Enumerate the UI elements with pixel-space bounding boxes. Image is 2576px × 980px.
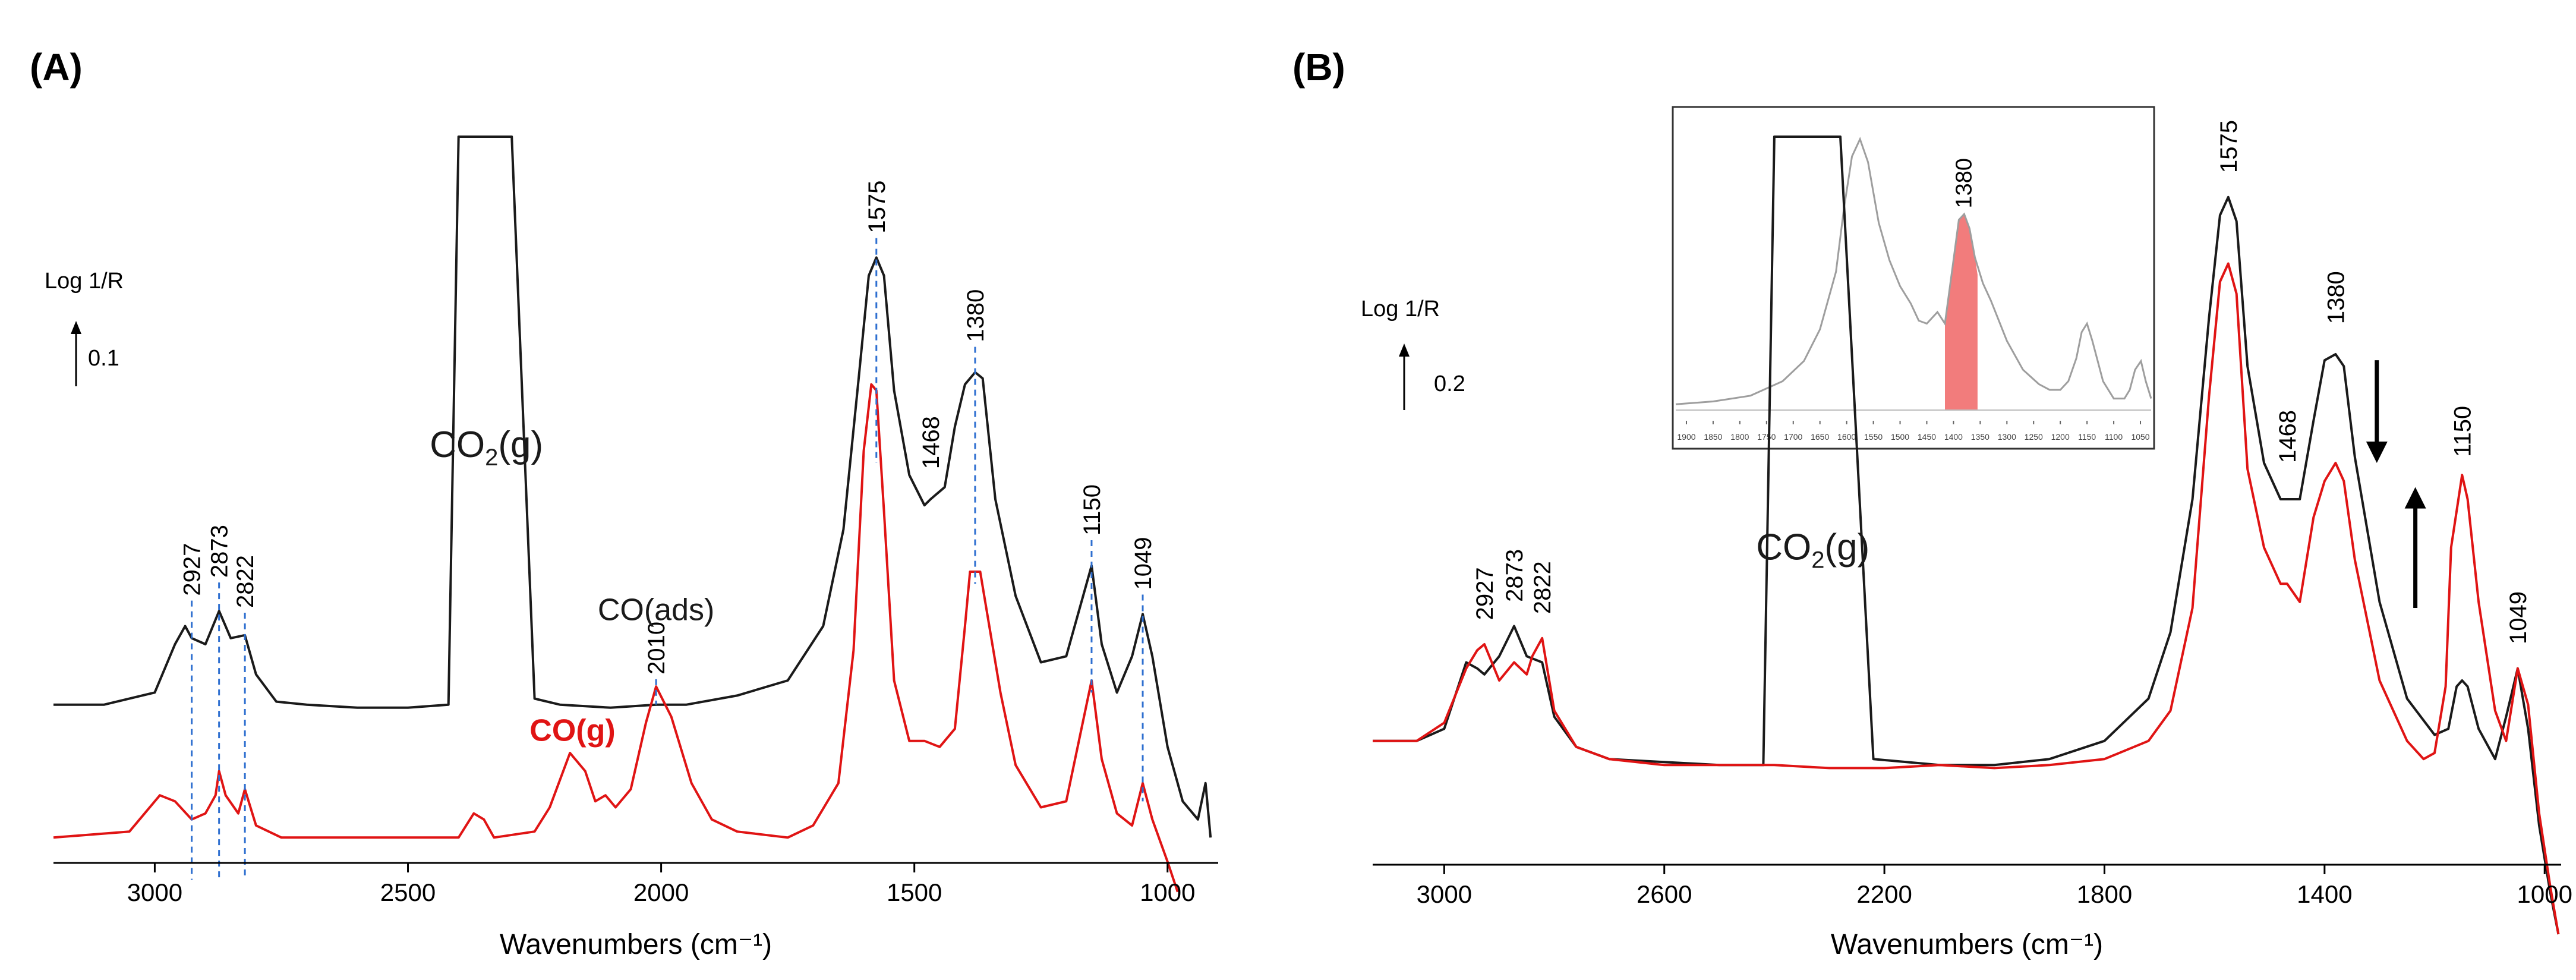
panel-b-inset-shaded-area (1945, 214, 1978, 410)
panel-a-x-tick-label-3000: 3000 (127, 878, 182, 906)
panel-b-inset-x-tick-label-1100: 1100 (2105, 432, 2123, 442)
panel-b-inset-x-tick-label-1050: 1050 (2131, 432, 2149, 442)
panel-a-series-black-line (53, 136, 1212, 838)
panel-b-label: (B) (1292, 46, 1345, 89)
panel-b-inset-x-tick-label-1350: 1350 (1971, 432, 1989, 442)
panel-a-peak-label-2010: 2010 (644, 622, 670, 675)
panel-b-x-tick-label-2200: 2200 (1856, 880, 1912, 908)
panel-a-scale-bar-label: 0.1 (88, 346, 119, 371)
panel-b-x-tick-label-1000: 1000 (2517, 880, 2572, 908)
panel-a-series-red-line (53, 383, 1179, 893)
panel-a-peak-label-1380: 1380 (963, 289, 989, 342)
panel-b-inset-x-tick-label-1600: 1600 (1837, 432, 1856, 442)
panel-b-inset-x-tick-label-1750: 1750 (1757, 432, 1776, 442)
panel-a-peak-label-2927: 2927 (179, 543, 206, 596)
panel-b-inset-frame (1672, 106, 2155, 450)
panel-a-annotation-co-ads-: CO(ads) (598, 593, 714, 627)
panel-a-x-tick-label-2000: 2000 (633, 878, 689, 906)
panel-b-peak-label-1380: 1380 (2323, 271, 2349, 324)
panel-b-inset-peak-label-1380: 1380 (1951, 158, 1976, 209)
panel-b-peak-label-1150: 1150 (2449, 406, 2476, 457)
panel-b-arrow-down-icon (2366, 442, 2388, 463)
panel-a-peak-label-1575: 1575 (864, 181, 890, 234)
panel-b-inset-x-tick-label-1850: 1850 (1704, 432, 1722, 442)
panel-b-x-axis-title: Wavenumbers (cm⁻¹) (1831, 929, 2103, 960)
panel-b-scale-arrow-icon (1399, 344, 1410, 357)
panel-a-peak-label-1468: 1468 (918, 416, 944, 469)
panel-b-inset-x-tick-label-1400: 1400 (1944, 432, 1963, 442)
panel-b-inset-x-tick-label-1450: 1450 (1918, 432, 1936, 442)
panel-b-inset-x-tick-label-1550: 1550 (1864, 432, 1883, 442)
panel-b-inset-x-tick-label-1900: 1900 (1677, 432, 1695, 442)
panel-b-inset-x-tick-label-1650: 1650 (1811, 432, 1829, 442)
panel-b-series-red-line (1373, 262, 2560, 935)
panel-b-x-tick-label-3000: 3000 (1417, 880, 1472, 908)
panel-b-inset-x-tick-label-1250: 1250 (2025, 432, 2043, 442)
panel-b-inset-x-tick-label-1500: 1500 (1891, 432, 1909, 442)
panel-b-peak-label-2822: 2822 (1530, 561, 1556, 614)
panel-a-x-tick-label-2500: 2500 (380, 878, 436, 906)
panel-b-peak-label-2927: 2927 (1472, 567, 1498, 620)
panel-b-y-axis-label: Log 1/R (1361, 297, 1440, 322)
panel-a-annotation-co-g-: CO(g) (529, 714, 615, 748)
panel-b-scale-bar-label: 0.2 (1434, 371, 1465, 396)
panel-b-inset-x-tick-label-1700: 1700 (1784, 432, 1802, 442)
panel-a-x-tick-label-1500: 1500 (887, 878, 942, 906)
panel-a-peak-label-2873: 2873 (207, 525, 233, 578)
panel-b-series-black-line (1373, 136, 2560, 935)
panel-a-peak-label-1049: 1049 (1130, 537, 1156, 590)
panel-a-scale-arrow-icon (71, 321, 81, 334)
panel-b-arrow-up-icon (2404, 487, 2426, 509)
panel-a-x-tick-label-1000: 1000 (1140, 878, 1195, 906)
panel-a-peak-label-2822: 2822 (232, 555, 258, 608)
panel-b-peak-label-2873: 2873 (1502, 549, 1528, 602)
panel-a-label: (A) (30, 46, 83, 89)
panel-b-x-tick-label-1400: 1400 (2297, 880, 2352, 908)
panel-a-co2-gas-label: CO2(g) (430, 424, 543, 471)
panel-b-co2-gas-label: CO2(g) (1756, 527, 1869, 573)
panel-b-peak-label-1575: 1575 (2216, 120, 2242, 173)
panel-b-inset-x-tick-label-1300: 1300 (1998, 432, 2016, 442)
panel-b-inset-x-tick-label-1200: 1200 (2051, 432, 2070, 442)
panel-b-peak-label-1049: 1049 (2505, 591, 2531, 644)
panel-b-peak-label-1468: 1468 (2275, 410, 2301, 463)
panel-a-y-axis-label: Log 1/R (45, 269, 124, 294)
panel-a-x-axis-title: Wavenumbers (cm⁻¹) (500, 929, 772, 960)
panel-b-inset-x-tick-label-1800: 1800 (1730, 432, 1749, 442)
panel-b-x-tick-label-2600: 2600 (1637, 880, 1692, 908)
panel-b-inset-x-tick-label-1150: 1150 (2078, 432, 2096, 442)
panel-b-x-tick-label-1800: 1800 (2077, 880, 2132, 908)
panel-a-peak-label-1150: 1150 (1079, 484, 1105, 535)
panel-b-spectrum: (B) 1900 1850 1800 1750 1700 1650 1600 1550 1500 1… (1292, 46, 2572, 960)
panel-b-inset-spectrum-line (1675, 137, 2152, 405)
